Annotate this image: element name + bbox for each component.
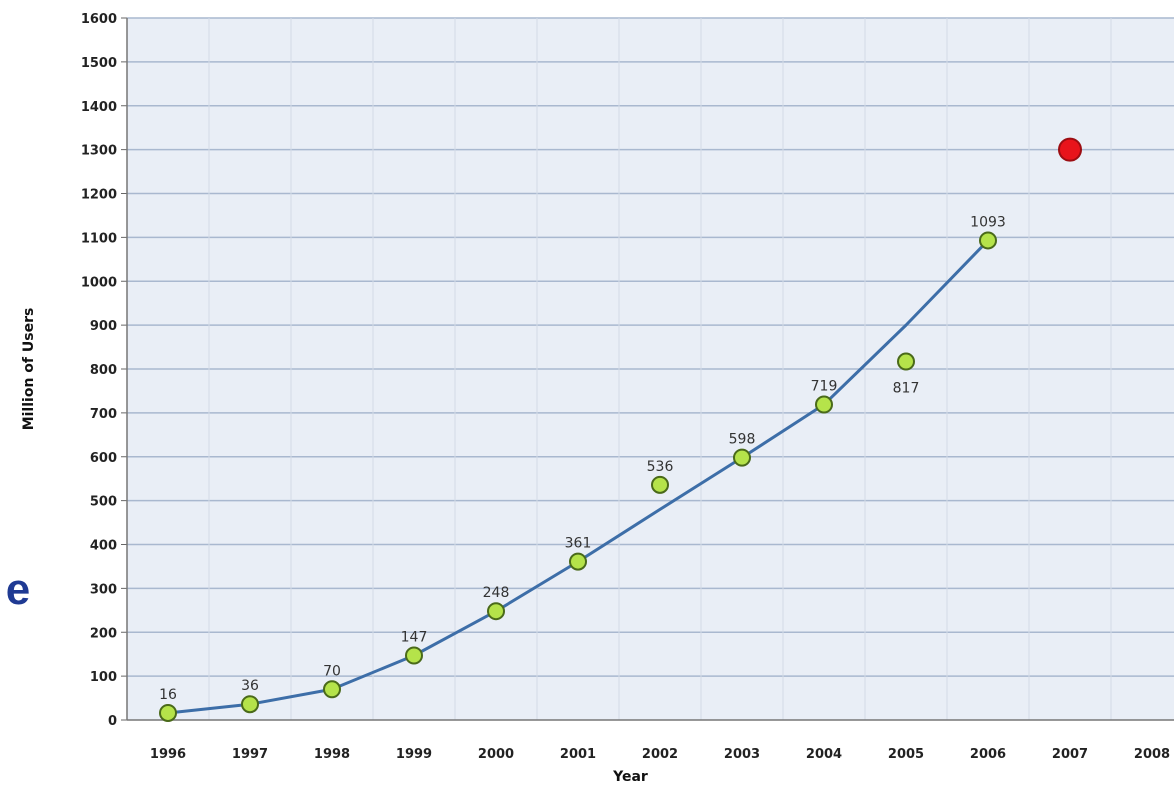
x-tick-label: 1996 [150, 747, 186, 762]
y-tick-label: 0 [108, 714, 117, 729]
data-label: 719 [811, 379, 838, 395]
y-tick-label: 900 [90, 319, 117, 334]
y-tick-label: 1300 [81, 144, 117, 159]
data-point [570, 554, 586, 570]
data-point [980, 232, 996, 248]
data-point [734, 450, 750, 466]
data-label: 147 [401, 630, 428, 646]
x-tick-label: 2003 [724, 747, 760, 762]
data-label: 598 [729, 432, 756, 448]
x-tick-label: 2000 [478, 747, 514, 762]
x-tick-label: 1999 [396, 747, 432, 762]
data-label: 361 [565, 536, 592, 552]
x-tick-label: 2004 [806, 747, 842, 762]
x-tick-label: 1997 [232, 747, 268, 762]
y-tick-label: 1400 [81, 100, 117, 115]
y-tick-label: 100 [90, 670, 117, 685]
y-tick-label: 400 [90, 539, 117, 554]
y-tick-label: 800 [90, 363, 117, 378]
x-tick-label: 2005 [888, 747, 924, 762]
side-letter: e [0, 560, 36, 620]
y-tick-label: 1600 [81, 12, 117, 27]
y-tick-label: 1000 [81, 275, 117, 290]
data-point [324, 681, 340, 697]
y-tick-label: 600 [90, 451, 117, 466]
x-tick-label: 2001 [560, 747, 596, 762]
data-label: 16 [159, 687, 177, 703]
y-tick-label: 300 [90, 582, 117, 597]
data-point [488, 603, 504, 619]
data-point [652, 477, 668, 493]
data-point [406, 648, 422, 664]
y-tick-label: 1500 [81, 56, 117, 71]
y-tick-label: 200 [90, 626, 117, 641]
data-label: 36 [241, 678, 259, 694]
data-label: 248 [483, 585, 510, 601]
y-tick-label: 1200 [81, 188, 117, 203]
y-tick-label: 1100 [81, 231, 117, 246]
x-tick-label: 2007 [1052, 747, 1088, 762]
y-tick-label: 700 [90, 407, 117, 422]
data-point [160, 705, 176, 721]
data-point [898, 354, 914, 370]
y-tick-label: 500 [90, 495, 117, 510]
x-axis-title: Year [612, 769, 648, 785]
highlight-point [1059, 139, 1081, 161]
data-point [816, 397, 832, 413]
data-label: 70 [323, 663, 341, 679]
data-label: 536 [647, 459, 674, 475]
data-label: 817 [893, 381, 920, 397]
data-label: 1093 [970, 214, 1006, 230]
x-tick-label: 2008 [1134, 747, 1170, 762]
x-tick-label: 2002 [642, 747, 678, 762]
x-tick-label: 2006 [970, 747, 1006, 762]
y-axis-title: Million of Users [21, 308, 37, 431]
data-point [242, 696, 258, 712]
x-tick-label: 1998 [314, 747, 350, 762]
